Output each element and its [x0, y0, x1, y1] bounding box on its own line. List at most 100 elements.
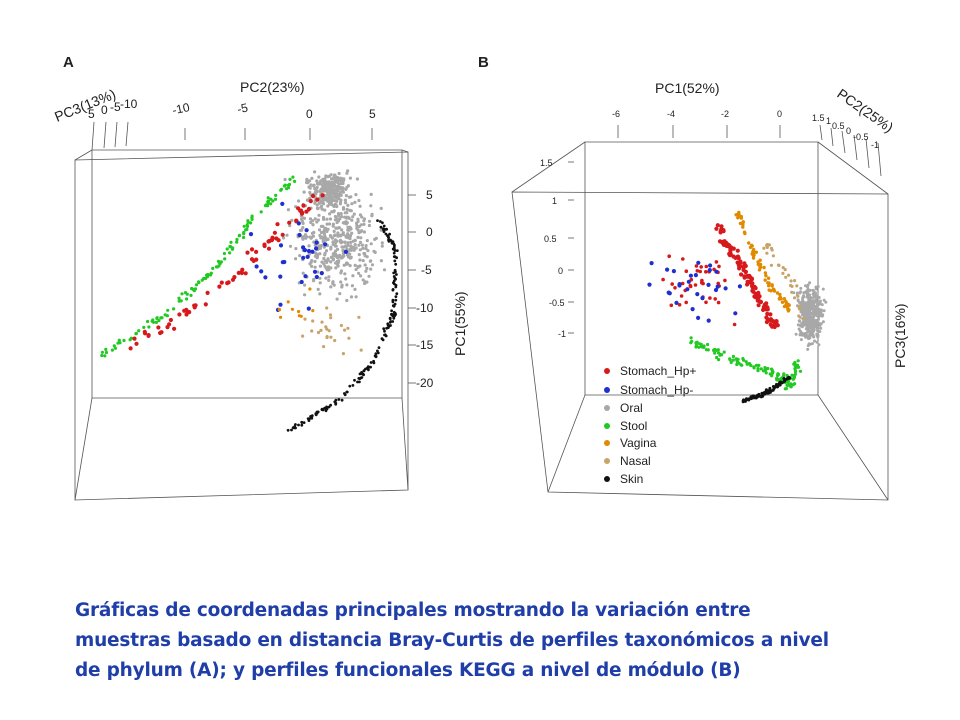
stool-point — [185, 292, 189, 296]
oral-point — [305, 177, 309, 181]
stomach-hp-pos-point — [720, 239, 725, 244]
oral-point — [324, 249, 329, 253]
oral-point — [346, 241, 350, 245]
oral-point — [805, 312, 809, 316]
oral-point — [380, 241, 384, 245]
stomach-hp-pos-point — [239, 270, 244, 276]
stool-point — [113, 346, 117, 350]
oral-point — [358, 240, 363, 244]
oral-point — [802, 294, 805, 298]
skin-point — [308, 417, 311, 421]
nasal-point — [770, 248, 774, 252]
oral-point — [824, 300, 828, 304]
oral-point — [355, 226, 359, 230]
nasal-point — [765, 243, 769, 247]
skin-point — [333, 400, 337, 404]
stool-point — [217, 264, 221, 268]
oral-point — [322, 232, 326, 236]
skin-point — [325, 405, 328, 409]
oral-point — [335, 199, 339, 203]
skin-point — [392, 310, 396, 314]
oral-point — [333, 241, 337, 245]
stool-point — [189, 293, 193, 297]
oral-point — [357, 253, 361, 257]
oral-point — [332, 229, 336, 233]
vagina-point — [780, 300, 785, 304]
oral-point — [797, 319, 801, 323]
panel-b-x-title: PC1(52%) — [655, 80, 720, 96]
oral-point — [801, 296, 805, 300]
stomach-hp-pos-point — [735, 248, 740, 253]
panel-b-y-tick: 0 — [846, 126, 851, 136]
stomach-hp-pos-point — [736, 256, 741, 261]
stool-point — [100, 353, 104, 358]
oral-point — [806, 347, 810, 351]
oral-point — [350, 284, 354, 288]
oral-point — [819, 326, 823, 330]
stomach-hp-pos-point — [184, 307, 189, 312]
oral-point — [329, 181, 333, 185]
oral-point — [339, 280, 343, 284]
skin-point — [751, 394, 755, 398]
vagina-point — [311, 309, 315, 313]
stool-point — [246, 220, 250, 224]
oral-point — [360, 215, 364, 219]
oral-point — [317, 244, 321, 248]
skin-point — [300, 423, 304, 427]
legend-marker — [604, 387, 610, 393]
oral-point — [353, 200, 357, 204]
stool-point — [791, 377, 795, 381]
stomach-hp-pos-point — [219, 280, 224, 285]
stool-point — [185, 297, 189, 301]
skin-point — [374, 355, 378, 359]
oral-point — [813, 339, 816, 343]
vagina-point — [297, 309, 301, 314]
stomach-hp-neg-point — [706, 282, 711, 287]
nasal-point — [769, 263, 774, 267]
legend-label: Stomach_Hp- — [620, 383, 693, 397]
skin-point — [391, 313, 394, 316]
stomach-hp-neg-point — [305, 254, 310, 259]
stomach-hp-pos-point — [739, 272, 744, 277]
legend-marker — [604, 368, 610, 374]
skin-point — [353, 378, 356, 382]
oral-point — [795, 291, 799, 295]
stomach-hp-pos-point — [205, 290, 210, 295]
nasal-point — [325, 306, 329, 310]
oral-point — [337, 226, 341, 230]
oral-point — [343, 240, 347, 244]
oral-point — [301, 226, 305, 230]
oral-point — [357, 198, 361, 203]
skin-point — [391, 288, 395, 292]
stomach-hp-pos-point — [728, 246, 733, 251]
stool-point — [764, 371, 768, 375]
stomach-hp-pos-point — [262, 242, 267, 247]
stool-point — [146, 319, 150, 324]
nasal-point — [320, 320, 324, 324]
stomach-hp-pos-point — [738, 259, 743, 264]
oral-point — [329, 285, 333, 289]
legend-label: Nasal — [620, 454, 651, 468]
oral-point — [327, 174, 331, 178]
oral-point — [317, 175, 321, 179]
oral-point — [370, 212, 374, 216]
skin-point — [393, 314, 397, 318]
stomach-hp-pos-point — [699, 265, 703, 269]
stomach-hp-pos-point — [679, 294, 684, 298]
oral-point — [342, 263, 346, 267]
nasal-point — [790, 284, 794, 288]
oral-point — [320, 235, 324, 239]
panel-b-z-tick: 0 — [558, 266, 563, 276]
nasal-point — [793, 279, 797, 283]
nasal-point — [762, 246, 766, 250]
oral-point — [369, 259, 373, 263]
oral-point — [367, 274, 371, 278]
stomach-hp-neg-point — [343, 249, 348, 254]
oral-point — [801, 311, 805, 315]
oral-point — [348, 176, 352, 180]
stomach-hp-pos-point — [272, 230, 277, 235]
stomach-hp-neg-point — [314, 246, 319, 251]
oral-point — [361, 246, 365, 250]
oral-point — [344, 194, 348, 198]
stool-point — [786, 383, 790, 387]
